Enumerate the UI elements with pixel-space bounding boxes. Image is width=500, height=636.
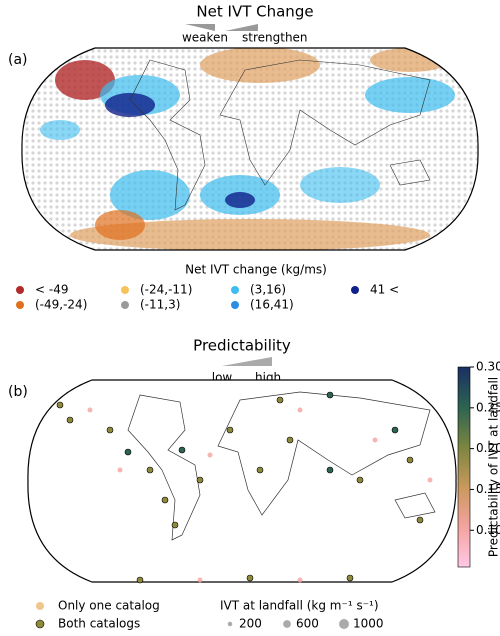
legend-marker (121, 286, 129, 294)
size-label: 200 (239, 617, 262, 631)
coastlines (127, 391, 436, 541)
legend-marker (121, 301, 129, 309)
legend-marker (351, 286, 359, 294)
size-label: 1000 (353, 617, 384, 631)
map-outline (21, 47, 479, 251)
arrow-weaken (185, 24, 215, 31)
legend-label: < -49 (35, 283, 68, 297)
legend-label: (-11,3) (140, 298, 180, 312)
legend-label: (-49,-24) (35, 298, 87, 312)
colorbar-tick-label: 0.15 (476, 482, 500, 496)
coastlines (129, 59, 431, 211)
size-marker (339, 619, 349, 629)
landfall-dots-light (87, 407, 433, 583)
legend-label: 41 < (370, 283, 399, 297)
size-marker (227, 621, 233, 627)
legend-title: Net IVT change (kg/ms) (185, 263, 327, 277)
arrow-label: weaken (182, 31, 228, 45)
colorbar-tick-label: 0.25 (476, 400, 500, 414)
arrow-predictability (222, 357, 272, 366)
title-a: Net IVT Change (196, 3, 313, 21)
size-title: IVT at landfall (kg m⁻¹ s⁻¹) (220, 599, 379, 613)
size-marker (283, 620, 291, 628)
legend-marker (16, 301, 24, 309)
legend-label: (-24,-11) (140, 283, 192, 297)
colorbar-label: Predictability of IVT at landfall (487, 377, 500, 557)
colorbar-tick-label: 0.20 (476, 441, 500, 455)
legend-marker (231, 286, 239, 294)
arrow-strengthen (225, 24, 258, 31)
legend-marker (35, 619, 45, 629)
landfall-dots (56, 391, 424, 584)
arrow-label: strengthen (242, 31, 308, 45)
legend-label: Both catalogs (58, 617, 140, 631)
colorbar-ticks: 0.10 0.15 0.20 0.25 0.30 (470, 360, 500, 537)
colorbar (457, 366, 471, 568)
map-a (21, 48, 479, 250)
legend-label: (3,16) (250, 283, 286, 297)
title-b: Predictability (193, 337, 291, 355)
legend-marker (16, 286, 24, 294)
legend-a: < -49(-49,-24) (-24,-11)(-11,3) (3,16)(16,… (16, 283, 399, 312)
colorbar-tick-label: 0.30 (476, 360, 500, 374)
panel-label: (a) (8, 52, 28, 68)
legend-label: (16,41) (250, 298, 294, 312)
legend-label: Only one catalog (58, 599, 160, 613)
panel-label: (b) (8, 384, 28, 400)
map-outline (27, 379, 457, 583)
size-label: 600 (296, 617, 319, 631)
colorbar-tick-label: 0.10 (476, 523, 500, 537)
legend-marker (36, 602, 44, 610)
legend-marker (231, 301, 239, 309)
legend-b: Only one catalog Both catalogs 200 600 1000 (35, 599, 384, 631)
